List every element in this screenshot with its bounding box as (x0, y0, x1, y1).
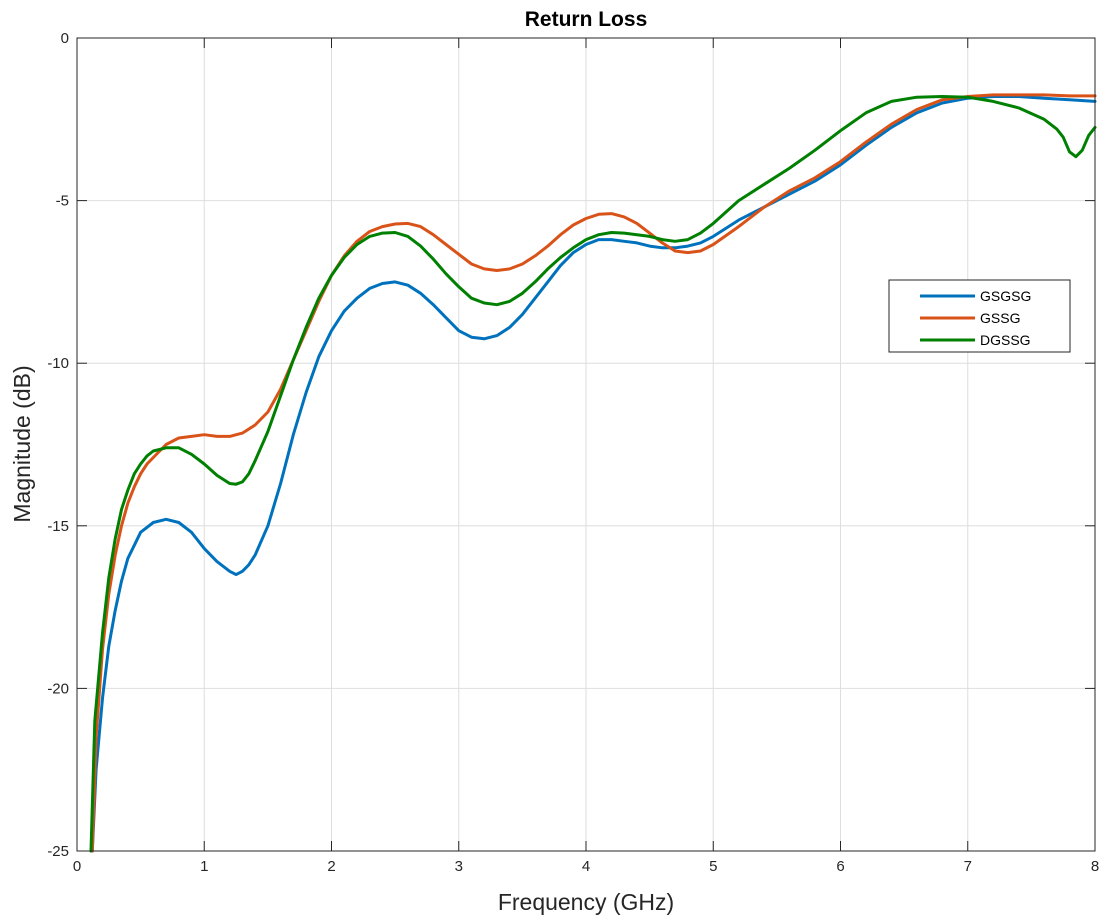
x-tick-label: 1 (200, 858, 208, 875)
x-tick-label: 4 (582, 858, 590, 875)
legend: GSGSG GSSG DGSSG (888, 279, 1071, 353)
y-tick-label: -25 (47, 843, 69, 860)
series-line-gsgsg (90, 95, 1097, 853)
y-axis-label: Magnitude (dB) (9, 365, 35, 522)
tick-labels: 0 1 2 3 4 5 6 7 8 -25 -20 -15 -10 -5 0 (47, 30, 1099, 875)
grid-lines (76, 37, 1096, 852)
legend-label-gssg: GSSG (980, 310, 1020, 326)
legend-label-gsgsg: GSGSG (980, 288, 1031, 304)
x-axis-label: Frequency (GHz) (498, 889, 674, 915)
x-tick-label: 3 (455, 858, 463, 875)
series-layer (89, 93, 1097, 853)
x-tick-label: 0 (73, 858, 81, 875)
series-line-dgssg (89, 95, 1097, 853)
y-tick-label: 0 (61, 30, 69, 47)
legend-label-dgssg: DGSSG (980, 332, 1031, 348)
axis-ticks (76, 37, 1096, 852)
x-tick-label: 2 (327, 858, 335, 875)
y-tick-label: -5 (56, 193, 69, 210)
y-tick-label: -10 (47, 355, 69, 372)
x-tick-label: 8 (1091, 858, 1099, 875)
x-tick-label: 5 (709, 858, 717, 875)
x-tick-label: 6 (836, 858, 844, 875)
x-tick-label: 7 (964, 858, 972, 875)
y-tick-label: -15 (47, 518, 69, 535)
series-line-gssg (90, 93, 1097, 853)
y-tick-label: -20 (47, 680, 69, 697)
legend-box (888, 279, 1071, 353)
chart-title: Return Loss (525, 8, 648, 31)
